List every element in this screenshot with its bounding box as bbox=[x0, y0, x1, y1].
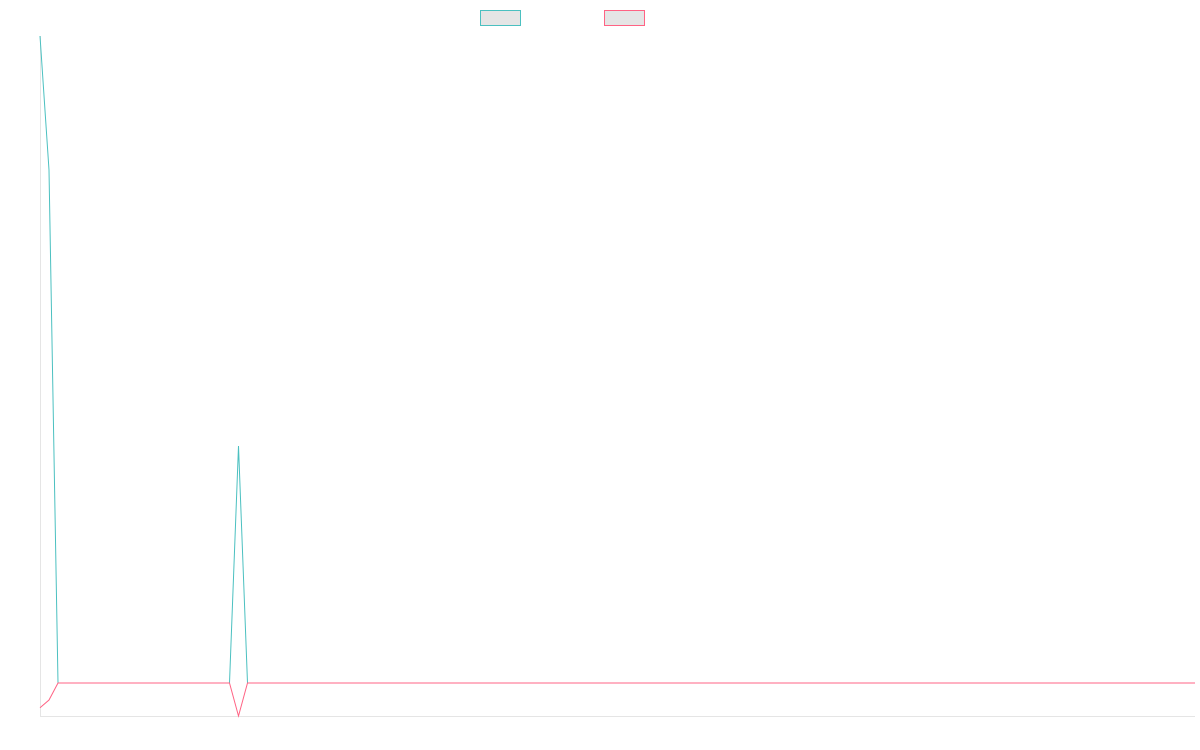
legend bbox=[480, 10, 645, 26]
series-line-2 bbox=[39, 682, 1195, 718]
legend-swatch-2 bbox=[604, 10, 645, 26]
axes bbox=[40, 36, 1195, 717]
series-line-1 bbox=[39, 35, 1195, 684]
series-lines bbox=[39, 35, 1195, 718]
legend-swatch-1 bbox=[480, 10, 521, 26]
